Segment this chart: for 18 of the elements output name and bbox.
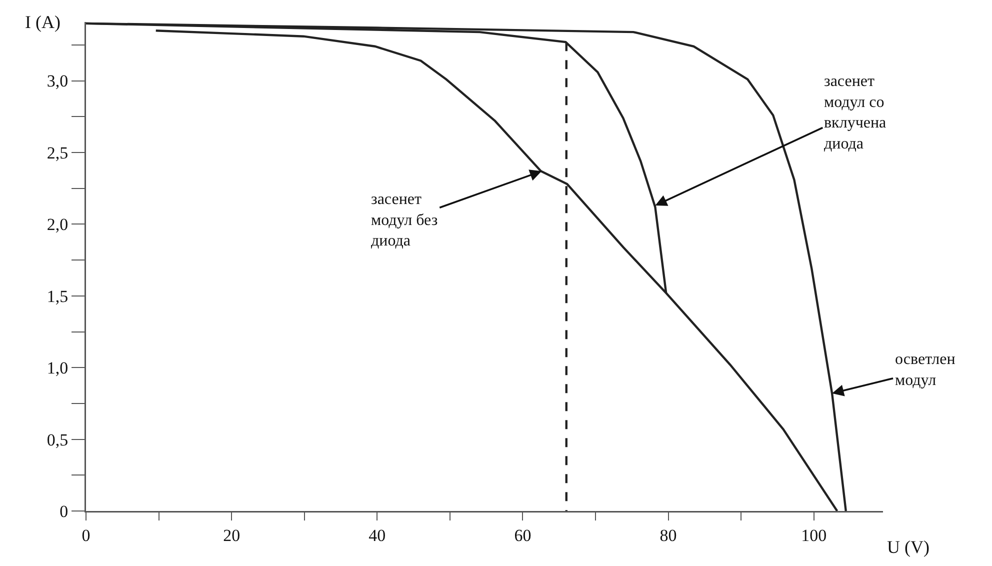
y-tick-label: 2,0 [46, 215, 68, 234]
y-axis-title: I (A) [25, 12, 60, 32]
x-tick-label: 20 [223, 526, 240, 545]
annotation: засенет модул без диода [371, 191, 438, 250]
y-tick-label: 0,5 [46, 430, 68, 450]
y-tick-label: 1,0 [46, 358, 68, 378]
y-tick-label: 0 [60, 502, 68, 521]
annotation: осветлен модул [895, 351, 956, 389]
y-tick-label: 2,5 [46, 143, 68, 162]
x-tick-label: 40 [368, 526, 386, 545]
x-tick-label: 100 [801, 526, 827, 545]
y-tick-label: 3,0 [46, 72, 68, 91]
x-tick-label: 80 [660, 526, 677, 545]
x-tick-label: 0 [82, 526, 90, 545]
x-tick-label: 60 [514, 526, 532, 545]
annotation: засенет модул со вклучена диода [824, 73, 886, 152]
y-tick-label: 1,5 [46, 286, 68, 306]
x-axis-title: U (V) [887, 537, 930, 557]
